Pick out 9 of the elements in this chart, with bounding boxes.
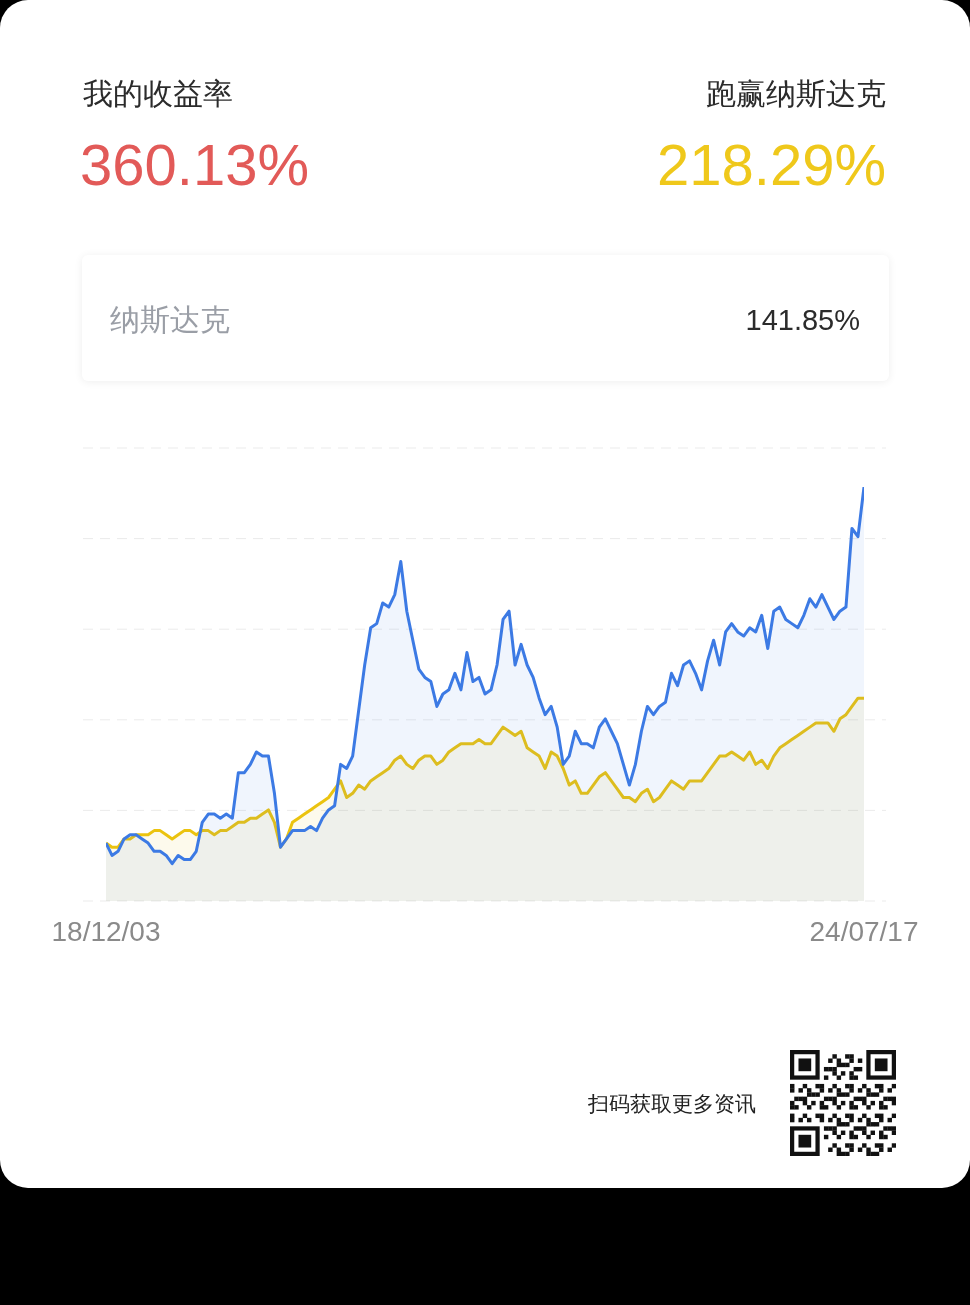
x-tick-label: 18/12/03 (51, 915, 161, 947)
x-tick-label: 24/07/17 (809, 915, 919, 947)
text: 我的收益率 (83, 77, 233, 110)
text: 218.29% (657, 132, 886, 197)
text: 纳斯达克 (110, 303, 230, 336)
text: 141.85% (745, 304, 860, 336)
text: 扫码获取更多资讯 (588, 1092, 756, 1115)
text: 跑赢纳斯达克 (706, 77, 886, 110)
text: 360.13% (80, 132, 309, 197)
